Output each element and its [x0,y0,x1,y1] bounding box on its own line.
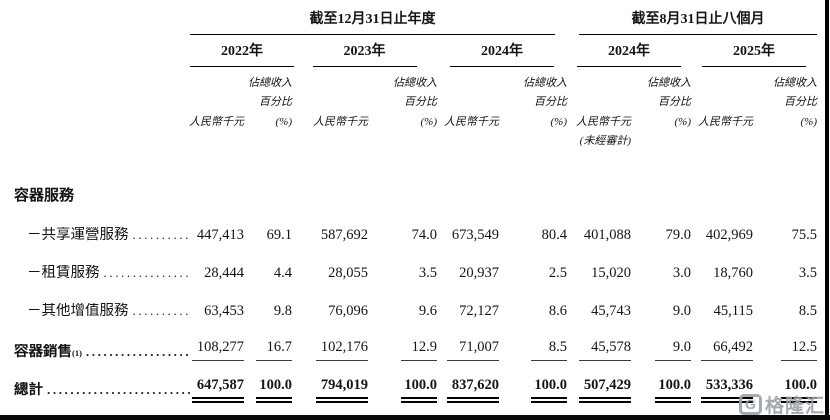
value-cell: 45,743 [591,302,631,319]
row-label: －其他增值服務 [27,302,129,319]
row-label: 容器銷售 [14,343,72,360]
value-cell: 45,578 [579,339,631,361]
pct-cell: 3.0 [672,264,691,281]
dot-leader: .............................. [132,226,191,242]
value-cell: 102,176 [316,339,368,361]
gelonghui-watermark: G 格隆汇 [739,391,825,418]
empty-corner-cell [14,6,190,35]
pct-cell: 75.5 [791,226,817,243]
year-header-2022: 2022年 [190,35,294,67]
pct-cell: 2.5 [548,264,567,281]
value-cell: 28,055 [328,264,368,281]
year-header-2023: 2023年 [312,35,417,67]
value-cell: 28,444 [204,264,244,281]
pct-cell: 79.0 [665,226,691,243]
pct-cell: 9.8 [273,302,292,319]
value-cell: 447,413 [196,226,244,243]
pct-cell: 8.5 [531,339,567,361]
table-row-container-sales: 容器銷售(1).............................. 10… [14,338,817,361]
total-value-cell: 533,336 [701,377,753,404]
pct-cell: 69.1 [266,226,292,243]
period-header-annual-cell: 截至12月31日止年度 [190,6,567,35]
dot-leader: .............................. [132,302,191,318]
pct-cell: 8.6 [548,302,567,319]
total-pct-cell: 100.0 [531,377,567,404]
col-header-rmb-2024: 人民幣千元 [444,116,499,129]
col-header-pct-2022: 佔總收入 百分比 (%) [248,76,292,129]
total-value-cell: 794,019 [316,377,368,404]
dot-leader: .............................. [103,264,191,280]
gelonghui-logo-icon: G [739,394,762,415]
value-cell: 673,549 [451,226,499,243]
bottom-edge-line [0,415,830,420]
table-row-shared-operation-services: －共享運營服務.............................. 44… [14,215,817,253]
total-value-cell: 837,620 [447,377,499,404]
value-cell: 18,760 [713,264,753,281]
value-cell: 15,020 [591,264,631,281]
pct-cell: 74.0 [411,226,437,243]
value-cell: 76,096 [328,302,368,319]
total-value-cell: 507,429 [579,377,631,404]
table-row-total: 總計.............................. 647,587… [14,368,817,412]
year-header-2024: 2024年 [450,35,554,67]
pct-cell: 80.4 [541,226,567,243]
pct-cell: 4.4 [273,264,292,281]
period-header-annual: 截至12月31日止年度 [190,6,555,35]
column-subheader-row: 人民幣千元 佔總收入 百分比 (%) 人民幣千元 佔總收入 百分比 (%) 人民… [14,67,817,133]
col-header-rmb-2023: 人民幣千元 [313,116,368,129]
table-row-other-value-added-services: －其他增值服務.............................. 63… [14,291,817,329]
unaudited-note-row: (未經審計) [14,133,817,159]
total-pct-cell: 100.0 [655,377,691,404]
value-cell: 402,969 [705,226,753,243]
pct-cell: 3.5 [798,264,817,281]
col-header-rmb-2024-8m: 人民幣千元 [576,116,631,129]
year-header-2024-8m: 2024年 [577,35,681,67]
total-pct-cell: 100.0 [781,377,817,404]
row-label: －租賃服務 [27,264,100,281]
value-cell: 72,127 [459,302,499,319]
gelonghui-watermark-text: 格隆汇 [764,396,825,417]
dot-leader: .............................. [85,343,190,359]
value-cell: 71,007 [447,339,499,361]
pct-cell: 9.0 [655,339,691,361]
pct-cell: 16.7 [256,339,292,361]
year-header-row: 2022年 2023年 2024年 2024年 2025年 [14,35,817,67]
value-cell: 45,115 [713,302,753,319]
value-cell: 108,277 [192,339,244,361]
total-pct-cell: 100.0 [401,377,437,404]
section-row-container-services: 容器服務 [14,159,817,215]
value-cell: 20,937 [459,264,499,281]
col-header-rmb-2022: 人民幣千元 [189,116,244,129]
value-cell: 401,088 [583,226,631,243]
pct-cell: 8.5 [798,302,817,319]
pct-cell: 12.9 [401,339,437,361]
col-header-pct-2024-8m: 佔總收入 百分比 (%) [647,76,691,129]
value-cell: 587,692 [320,226,368,243]
period-header-row: 截至12月31日止年度 截至8月31日止八個月 [14,6,817,35]
total-pct-cell: 100.0 [256,377,292,404]
pct-cell: 9.0 [672,302,691,319]
col-header-pct-2023: 佔總收入 百分比 (%) [393,76,437,129]
pct-cell: 9.6 [418,302,437,319]
period-header-eight-months: 截至8月31日止八個月 [579,6,817,35]
table-row-leasing-services: －租賃服務.............................. 28,4… [14,253,817,291]
year-header-2025: 2025年 [702,35,806,67]
col-header-rmb-2025: 人民幣千元 [698,116,753,129]
revenue-breakdown-table: 截至12月31日止年度 截至8月31日止八個月 2022年 2023年 2024… [14,6,817,412]
period-header-eight-months-cell: 截至8月31日止八個月 [567,6,817,35]
row-label: －共享運營服務 [27,226,129,243]
right-edge-line [825,0,829,420]
row-label: 總計 [14,381,43,398]
dot-leader: .............................. [47,381,190,397]
pct-cell: 12.5 [781,339,817,361]
section-header-label: 容器服務 [14,187,75,204]
value-cell: 63,453 [204,302,244,319]
total-value-cell: 647,587 [192,377,244,404]
unaudited-note: (未經審計) [579,134,631,147]
pct-cell: 3.5 [418,264,437,281]
col-header-pct-2025: 佔總收入 百分比 (%) [773,76,817,129]
value-cell: 66,492 [701,339,753,361]
col-header-pct-2024: 佔總收入 百分比 (%) [523,76,567,129]
